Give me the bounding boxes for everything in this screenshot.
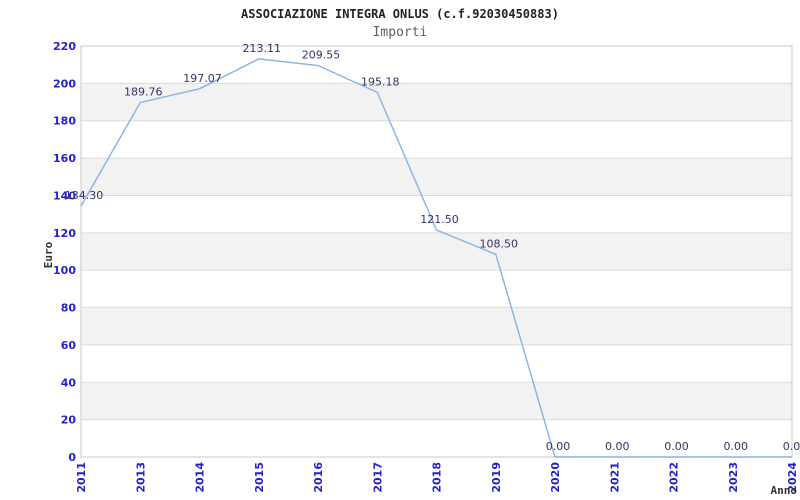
data-line	[80, 58, 792, 458]
data-label: 0.00	[783, 440, 800, 453]
data-label: 108.50	[480, 237, 519, 250]
x-tick-label: 2016	[312, 462, 325, 493]
data-label: 0.00	[605, 440, 630, 453]
x-tick-label: 2023	[727, 462, 740, 493]
y-tick-label: 40	[61, 376, 77, 389]
band-layer	[81, 83, 792, 420]
grid-band	[81, 232, 792, 271]
y-tick-label: 200	[53, 77, 76, 90]
x-tick-label: 2013	[134, 462, 147, 493]
data-label: 209.55	[302, 49, 341, 62]
x-tick-label: 2021	[608, 462, 621, 493]
y-tick-label: 220	[53, 40, 76, 53]
x-tick-label: 2024	[786, 462, 799, 493]
grid-band	[81, 382, 792, 420]
data-label: 197.07	[183, 72, 222, 85]
data-label: 195.18	[361, 75, 400, 88]
y-tick-label: 140	[53, 189, 76, 202]
plot-frame-layer	[80, 45, 793, 458]
x-tick-label: 2018	[431, 462, 444, 493]
grid-band	[81, 307, 792, 345]
data-label: 134.30	[65, 189, 104, 202]
x-tick-label: 2022	[668, 462, 681, 493]
data-label: 213.11	[243, 42, 282, 55]
grid-band	[81, 158, 792, 196]
data-label: 0.00	[664, 440, 689, 453]
data-label: 0.00	[724, 440, 749, 453]
series-layer	[80, 58, 792, 458]
y-tick-label: 60	[61, 339, 77, 352]
chart-title: ASSOCIAZIONE INTEGRA ONLUS (c.f.92030450…	[241, 7, 559, 21]
y-tick-label: 160	[53, 152, 76, 165]
data-label-layer: 134.30 189.76 197.07 213.11 209.55 195.18 121.…	[65, 42, 800, 453]
y-axis-title: Euro	[42, 241, 55, 268]
data-label: 189.76	[124, 86, 163, 99]
x-tick-label: 2014	[194, 462, 207, 493]
plot-border	[80, 45, 793, 458]
y-tick-label: 0	[68, 451, 76, 464]
y-tick-label: 20	[61, 414, 77, 427]
x-tick-label: 2020	[549, 462, 562, 493]
x-tick-label: 2015	[253, 462, 266, 493]
chart-subtitle: Importi	[372, 25, 428, 40]
y-tick-label: 120	[53, 227, 76, 240]
data-label: 0.00	[546, 440, 571, 453]
x-tick-label: 2017	[371, 462, 384, 493]
x-axis-title: Anno	[771, 484, 798, 497]
data-label: 121.50	[420, 213, 459, 226]
x-tick-label: 2011	[75, 462, 88, 493]
y-tick-label: 100	[53, 264, 76, 277]
x-tick-label: 2019	[490, 462, 503, 493]
y-tick-label: 80	[61, 302, 77, 315]
y-tick-label: 180	[53, 115, 76, 128]
tick-label-layer: 0 20 40 60 80 100 120 140 160 180 200 220 2011 2013 20…	[53, 40, 799, 493]
grid-band	[81, 83, 792, 121]
